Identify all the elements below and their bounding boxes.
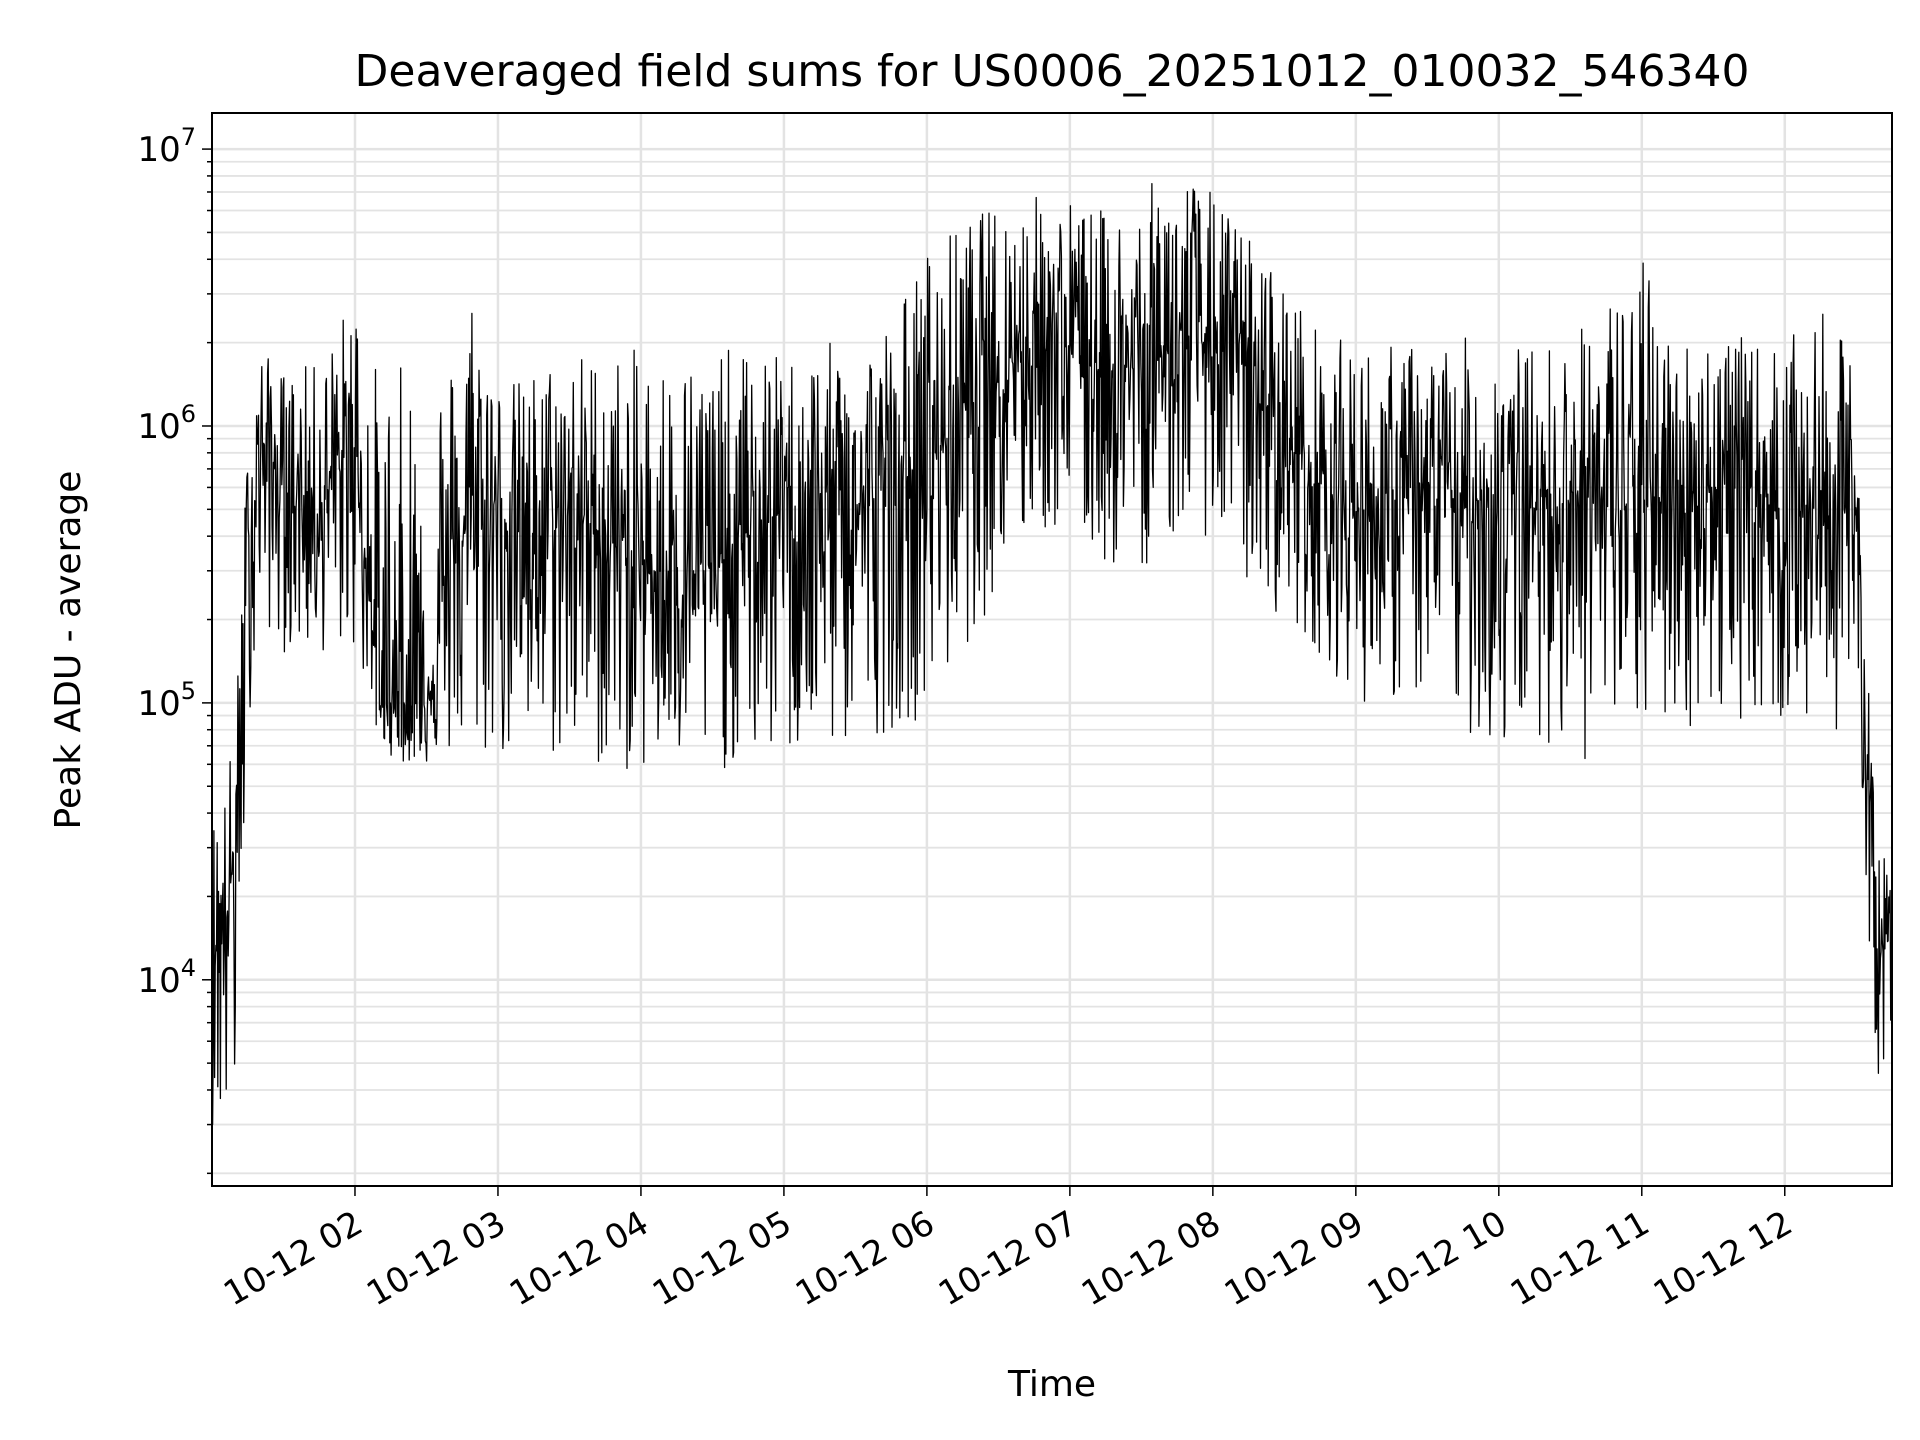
y-tick-base: 10 (137, 407, 180, 447)
y-tick-base: 10 (137, 961, 180, 1001)
y-axis-label: Peak ADU - average (48, 471, 89, 830)
y-tick-label: 106 (137, 400, 196, 447)
series-line (211, 183, 1893, 1126)
y-tick-base: 10 (137, 684, 180, 724)
y-tick-base: 10 (137, 130, 180, 170)
y-tick-exponent: 5 (181, 677, 196, 705)
y-tick-label: 105 (137, 677, 196, 724)
y-tick-exponent: 6 (181, 400, 196, 428)
y-tick-label: 107 (137, 123, 196, 170)
grid (212, 113, 1892, 1186)
y-tick-exponent: 7 (181, 123, 196, 151)
plot-frame (211, 112, 1893, 1187)
y-tick-label: 104 (137, 954, 196, 1001)
y-tick-exponent: 4 (181, 954, 196, 982)
x-axis-label: Time (1007, 1364, 1096, 1405)
series-group (211, 183, 1893, 1126)
chart-title: Deaveraged field sums for US0006_2025101… (355, 46, 1750, 97)
